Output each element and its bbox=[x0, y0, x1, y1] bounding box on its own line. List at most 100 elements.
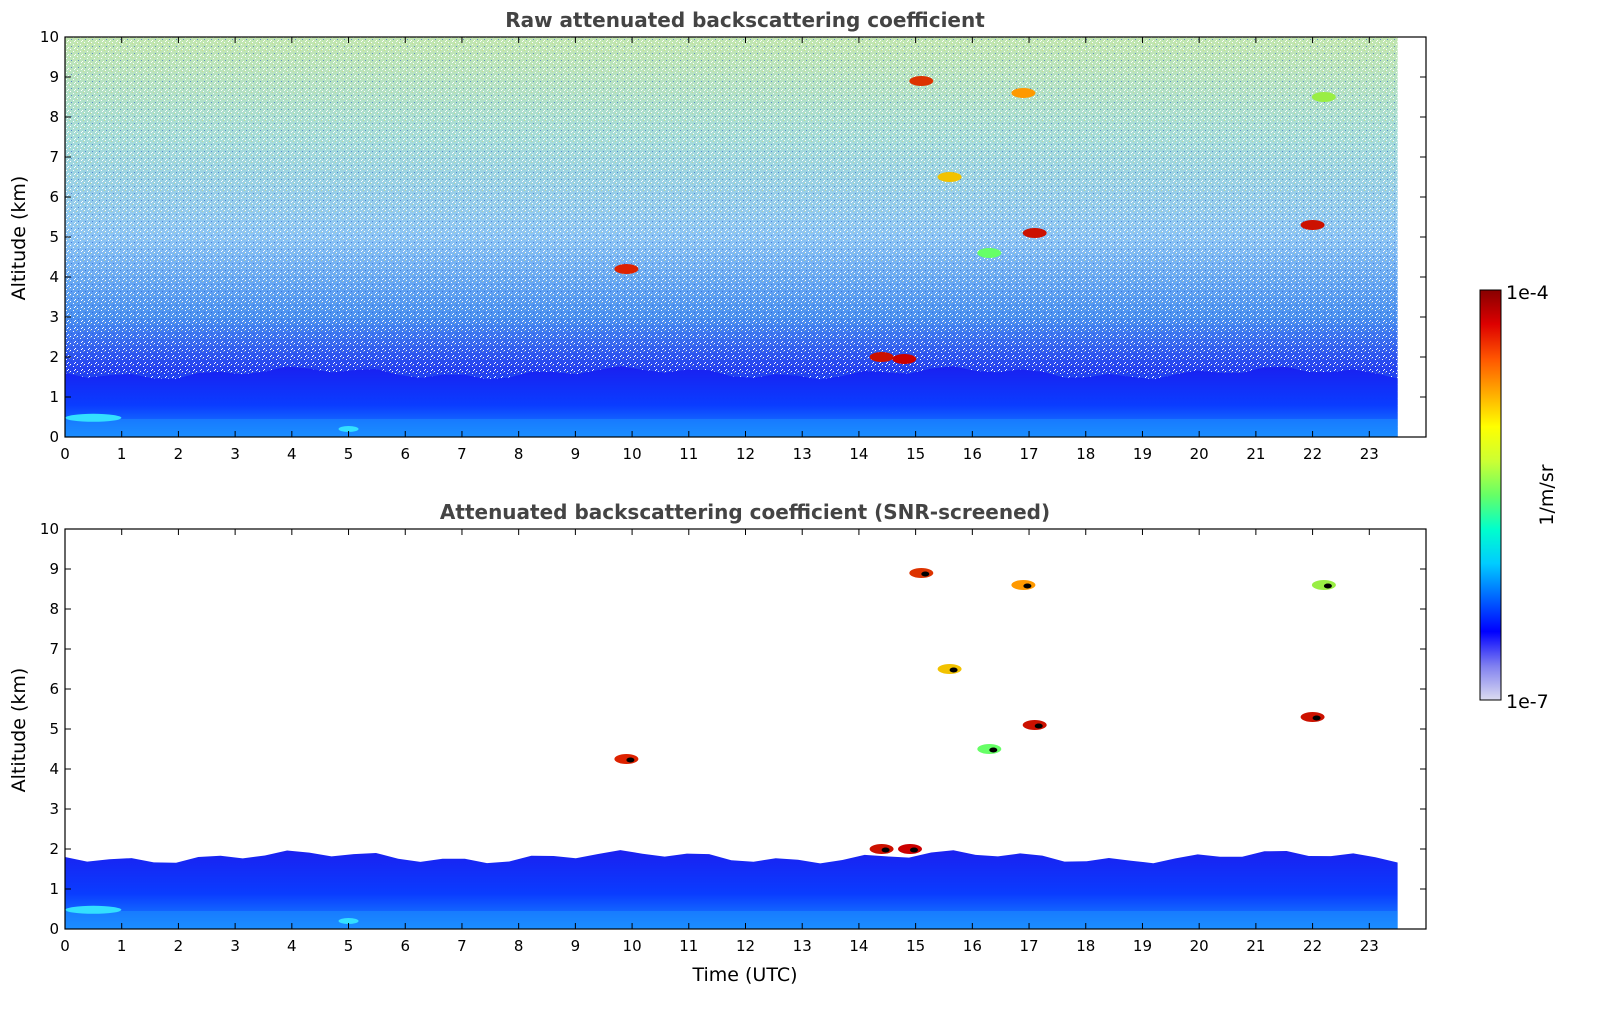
x-tick-label: 16 bbox=[963, 445, 982, 463]
x-tick-label: 19 bbox=[1133, 937, 1152, 955]
cloud-feature bbox=[898, 844, 922, 854]
y-tick-label: 7 bbox=[49, 640, 59, 658]
x-tick-label: 12 bbox=[736, 445, 755, 463]
x-tick-label: 7 bbox=[457, 445, 467, 463]
cloud-core bbox=[910, 847, 918, 853]
raw-x-ticks: 0 1 2 3 4 5 6 7 8 9 10 11 12 13 14 15 16 17 18 19 20 21 22 23 bbox=[60, 37, 1379, 463]
y-tick-label: 8 bbox=[49, 600, 59, 618]
x-tick-label: 3 bbox=[230, 445, 240, 463]
x-tick-label: 11 bbox=[679, 445, 698, 463]
screened-y-ticks: 0 1 2 3 4 5 6 7 8 9 10 bbox=[40, 520, 1426, 938]
cloud-core bbox=[1023, 583, 1032, 589]
cloud-feature bbox=[1300, 220, 1325, 230]
cloud-core bbox=[921, 571, 930, 577]
x-tick-label: 13 bbox=[793, 445, 812, 463]
colorbar-max-label: 1e-4 bbox=[1506, 282, 1549, 304]
x-tick-label: 9 bbox=[571, 445, 581, 463]
x-tick-label: 17 bbox=[1019, 445, 1038, 463]
x-tick-label: 10 bbox=[623, 445, 642, 463]
cloud-feature bbox=[1022, 228, 1047, 238]
x-tick-label: 5 bbox=[344, 937, 354, 955]
y-tick-label: 8 bbox=[49, 108, 59, 126]
x-tick-label: 10 bbox=[623, 937, 642, 955]
x-tick-label: 9 bbox=[571, 937, 581, 955]
y-tick-label: 9 bbox=[49, 560, 59, 578]
cloud-core bbox=[881, 847, 890, 853]
x-tick-label: 12 bbox=[736, 937, 755, 955]
surface-aerosol-patch bbox=[65, 905, 122, 914]
y-tick-label: 2 bbox=[49, 840, 59, 858]
panel-screened: Attenuated backscattering coefficient (S… bbox=[8, 500, 1427, 986]
x-tick-label: 2 bbox=[174, 445, 184, 463]
x-tick-label: 7 bbox=[457, 937, 467, 955]
cloud-feature bbox=[1300, 712, 1325, 722]
x-tick-label: 18 bbox=[1076, 937, 1095, 955]
x-tick-label: 22 bbox=[1303, 937, 1322, 955]
x-tick-label: 3 bbox=[230, 937, 240, 955]
x-tick-label: 0 bbox=[60, 445, 70, 463]
y-tick-label: 7 bbox=[49, 148, 59, 166]
x-tick-label: 1 bbox=[117, 445, 127, 463]
y-tick-label: 2 bbox=[49, 348, 59, 366]
x-tick-label: 21 bbox=[1246, 937, 1265, 955]
x-tick-label: 14 bbox=[849, 937, 868, 955]
y-tick-label: 10 bbox=[40, 520, 59, 538]
x-tick-label: 20 bbox=[1190, 937, 1209, 955]
x-tick-label: 8 bbox=[514, 445, 524, 463]
surface-layer bbox=[65, 911, 1398, 929]
x-tick-label: 1 bbox=[117, 937, 127, 955]
x-tick-label: 18 bbox=[1076, 445, 1095, 463]
cloud-core bbox=[626, 757, 635, 763]
cloud-feature bbox=[977, 744, 1002, 754]
y-tick-label: 4 bbox=[49, 760, 59, 778]
y-tick-label: 9 bbox=[49, 68, 59, 86]
x-tick-label: 20 bbox=[1190, 445, 1209, 463]
cloud-core bbox=[1323, 583, 1332, 589]
cloud-feature bbox=[977, 248, 1002, 258]
cloud-feature bbox=[869, 352, 894, 362]
x-tick-label: 13 bbox=[793, 937, 812, 955]
cloud-feature bbox=[1311, 580, 1336, 590]
cloud-core bbox=[989, 747, 998, 753]
y-tick-label: 1 bbox=[49, 880, 59, 898]
x-tick-label: 8 bbox=[514, 937, 524, 955]
x-tick-label: 15 bbox=[906, 937, 925, 955]
y-tick-label: 5 bbox=[49, 720, 59, 738]
x-tick-label: 6 bbox=[400, 445, 410, 463]
raw-chart-title: Raw attenuated backscattering coefficien… bbox=[505, 8, 985, 32]
x-tick-label: 6 bbox=[400, 937, 410, 955]
surface-layer bbox=[65, 419, 1398, 437]
cloud-feature bbox=[937, 664, 962, 674]
x-axis-label: Time (UTC) bbox=[691, 964, 797, 986]
x-tick-label: 2 bbox=[174, 937, 184, 955]
x-tick-label: 16 bbox=[963, 937, 982, 955]
cloud-feature bbox=[937, 172, 962, 182]
screened-x-ticks: 0 1 2 3 4 5 6 7 8 9 10 11 12 13 14 15 16 17 18 19 20 21 22 23 bbox=[60, 529, 1379, 955]
y-tick-label: 3 bbox=[49, 800, 59, 818]
colorbar-unit-label: 1/m/sr bbox=[1536, 464, 1558, 525]
boundary-layer-band bbox=[65, 850, 1398, 929]
cloud-feature bbox=[892, 354, 917, 364]
cloud-feature bbox=[869, 844, 894, 854]
y-tick-label: 6 bbox=[49, 188, 59, 206]
x-tick-label: 14 bbox=[849, 445, 868, 463]
y-tick-label: 6 bbox=[49, 680, 59, 698]
surface-aerosol-patch bbox=[338, 426, 359, 432]
surface-aerosol-patch bbox=[338, 918, 359, 924]
x-tick-label: 23 bbox=[1360, 937, 1379, 955]
y-tick-label: 3 bbox=[49, 308, 59, 326]
cloud-feature bbox=[909, 568, 934, 578]
cloud-feature bbox=[1011, 88, 1036, 98]
cloud-feature bbox=[1011, 580, 1036, 590]
x-tick-label: 23 bbox=[1360, 445, 1379, 463]
surface-aerosol-patch bbox=[65, 413, 122, 422]
colorbar: 1e-4 1e-7 1/m/sr bbox=[1479, 282, 1558, 713]
y-tick-label: 0 bbox=[49, 428, 59, 446]
y-tick-label: 4 bbox=[49, 268, 59, 286]
panel-raw: Raw attenuated backscattering coefficien… bbox=[8, 8, 1427, 463]
cloud-core bbox=[1034, 723, 1043, 729]
cloud-feature bbox=[614, 264, 639, 274]
screened-heatmap-area bbox=[64, 528, 1427, 930]
x-tick-label: 22 bbox=[1303, 445, 1322, 463]
